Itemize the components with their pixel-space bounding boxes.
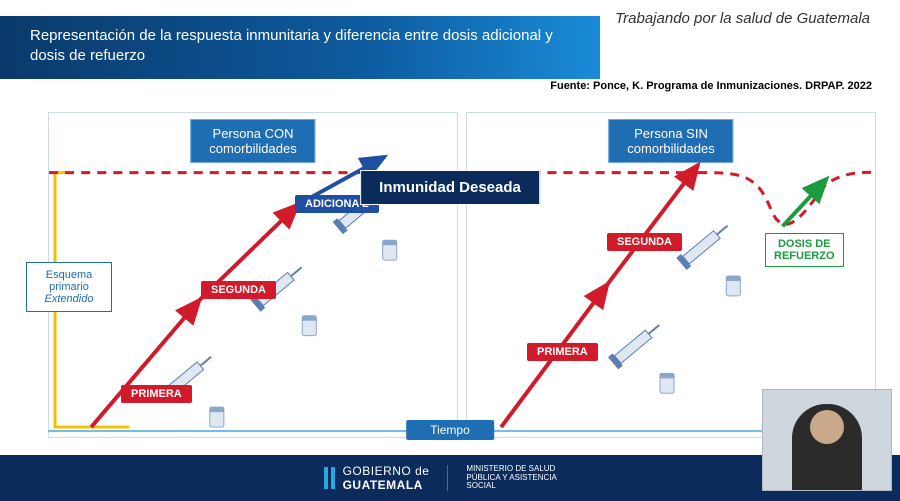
label-primera-left: PRIMERA — [121, 385, 192, 403]
footer-separator — [447, 465, 448, 491]
gov-logo: GOBIERNO de GUATEMALA — [324, 464, 430, 492]
booster-arrow — [783, 179, 827, 227]
ministry-name: MINISTERIO DE SALUD PÚBLICA Y ASISTENCIA… — [466, 465, 576, 491]
time-axis-label: Tiempo — [406, 420, 494, 440]
interpreter-silhouette — [792, 404, 862, 490]
gov-line1: GOBIERNO de — [343, 464, 430, 478]
label-primera-right: PRIMERA — [527, 343, 598, 361]
header-tagline: Trabajando por la salud de Guatemala — [615, 10, 870, 27]
gov-line2: GUATEMALA — [343, 478, 430, 492]
source-citation: Fuente: Ponce, K. Programa de Inmunizaci… — [550, 80, 872, 92]
label-dosis-refuerzo: DOSIS DE REFUERZO — [765, 233, 844, 267]
esquema-primario-box: Esquema primario Extendido — [26, 262, 112, 312]
sign-language-interpreter — [762, 389, 892, 491]
label-segunda-left: SEGUNDA — [201, 281, 276, 299]
slide-title: Representación de la respuesta inmunitar… — [0, 16, 600, 79]
label-segunda-right: SEGUNDA — [607, 233, 682, 251]
gov-logo-bars — [324, 467, 335, 489]
desired-immunity-label: Inmunidad Deseada — [360, 170, 540, 205]
desired-dip — [698, 172, 875, 224]
syringe-icon — [676, 220, 733, 271]
diagram-panels: Persona CON comorbilidades — [48, 112, 876, 438]
syringe-icon — [608, 319, 665, 370]
